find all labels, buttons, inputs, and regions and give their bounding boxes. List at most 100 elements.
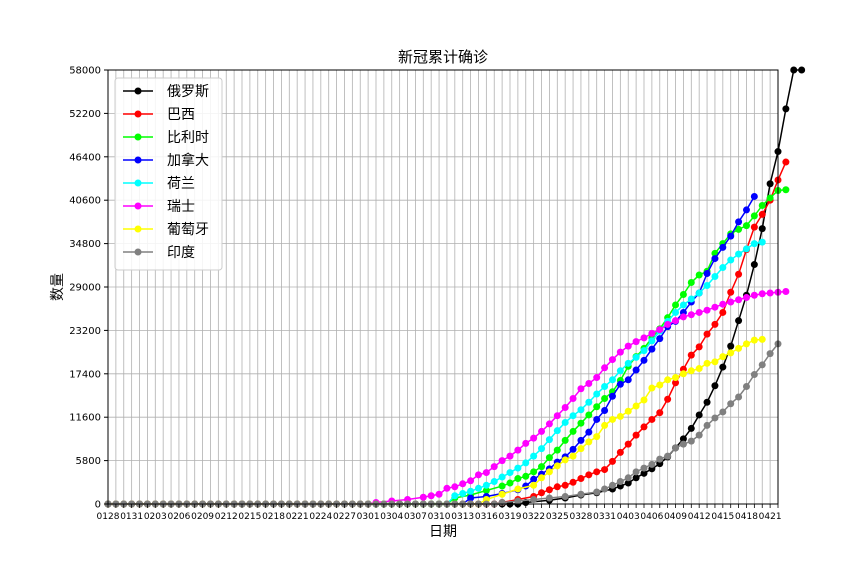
data-point: [687, 351, 695, 359]
data-point: [459, 490, 467, 498]
data-point: [664, 395, 672, 403]
data-point: [703, 282, 711, 289]
data-point: [695, 343, 703, 351]
data-point: [561, 481, 569, 489]
data-point: [648, 460, 656, 468]
data-point: [648, 329, 656, 337]
data-point: [608, 356, 616, 364]
x-tick-label: 0209: [191, 512, 214, 522]
data-point: [624, 342, 632, 350]
data-point: [601, 485, 609, 493]
y-tick-label: 5800: [76, 456, 101, 467]
legend-label: 荷兰: [167, 176, 195, 192]
data-point: [727, 298, 735, 306]
data-point: [545, 436, 553, 444]
data-point: [656, 335, 664, 343]
legend-label: 比利时: [167, 130, 209, 146]
data-point: [522, 439, 530, 447]
data-point: [632, 353, 640, 361]
data-point: [742, 340, 750, 348]
data-point: [782, 158, 790, 166]
data-point: [569, 478, 577, 486]
data-point: [585, 438, 593, 446]
data-point: [735, 225, 743, 233]
data-point: [735, 270, 743, 278]
y-tick-label: 40600: [69, 196, 101, 207]
data-point: [577, 445, 585, 453]
series-line: [108, 343, 779, 505]
data-point: [687, 367, 695, 375]
legend-marker: [134, 133, 142, 141]
data-point: [616, 348, 624, 356]
data-point: [616, 412, 624, 420]
data-point: [553, 462, 561, 470]
data-point: [672, 308, 680, 316]
data-point: [727, 349, 735, 357]
data-point: [593, 415, 601, 423]
legend-marker: [134, 225, 142, 233]
data-point: [766, 350, 774, 358]
x-tick-label: 0421: [759, 512, 782, 522]
x-tick-label: 0313: [451, 512, 474, 522]
data-point: [616, 478, 624, 486]
data-point: [593, 374, 601, 382]
data-point: [624, 440, 632, 448]
data-point: [545, 486, 553, 494]
data-point: [711, 255, 719, 263]
data-point: [514, 446, 522, 454]
data-point: [750, 192, 758, 200]
x-tick-label: 0212: [215, 512, 238, 522]
data-point: [735, 296, 743, 304]
data-point: [742, 383, 750, 391]
x-tick-label: 0409: [664, 512, 687, 522]
data-point: [514, 497, 522, 505]
data-point: [577, 385, 585, 393]
legend-marker: [134, 87, 142, 95]
data-point: [585, 411, 593, 419]
data-point: [530, 434, 538, 442]
y-tick-label: 52200: [69, 109, 101, 120]
data-point: [679, 440, 687, 448]
data-point: [719, 363, 727, 371]
data-point: [538, 463, 546, 471]
y-axis-label: 数量: [50, 273, 66, 301]
x-tick-label: 0128: [97, 512, 120, 522]
data-point: [553, 446, 561, 454]
x-tick-label: 0218: [262, 512, 285, 522]
y-tick-label: 58000: [69, 66, 101, 77]
data-point: [538, 445, 546, 453]
data-point: [742, 206, 750, 214]
data-point: [750, 240, 758, 248]
data-point: [561, 403, 569, 411]
data-point: [695, 271, 703, 279]
data-point: [711, 303, 719, 311]
legend-entry: 加拿大: [123, 152, 209, 169]
data-point: [467, 494, 475, 502]
data-point: [569, 427, 577, 435]
data-point: [711, 273, 719, 281]
data-point: [538, 489, 546, 497]
data-point: [790, 66, 798, 74]
x-tick-label: 0319: [499, 512, 522, 522]
data-point: [632, 431, 640, 439]
x-tick-label: 0316: [475, 512, 498, 522]
data-point: [735, 218, 743, 226]
x-tick-label: 0406: [640, 512, 663, 522]
data-point: [656, 326, 664, 334]
data-point: [727, 232, 735, 240]
y-tick-label: 23200: [69, 326, 101, 337]
data-point: [530, 452, 538, 460]
data-point: [672, 444, 680, 452]
data-point: [577, 436, 585, 444]
data-point: [561, 436, 569, 444]
data-point: [640, 347, 648, 355]
data-point: [782, 186, 790, 194]
data-point: [632, 366, 640, 374]
data-point: [687, 424, 695, 432]
series-line: [108, 338, 763, 505]
data-point: [703, 359, 711, 367]
data-point: [695, 431, 703, 439]
data-point: [632, 474, 640, 482]
data-point: [750, 223, 758, 231]
